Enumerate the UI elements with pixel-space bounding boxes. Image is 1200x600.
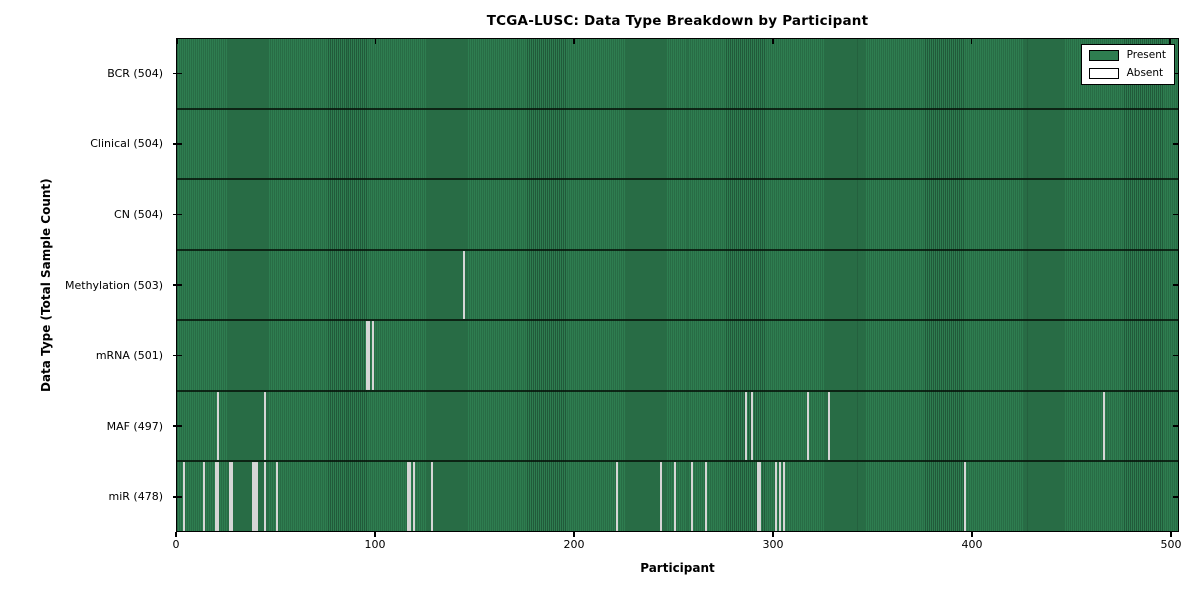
ytick-label-Clinical: Clinical (504) — [90, 137, 163, 151]
absent-stripe — [778, 462, 781, 532]
absent-stripe — [413, 462, 416, 532]
row-mRNA — [173, 319, 1178, 390]
xtick-mark-400 — [971, 532, 973, 537]
absent-stripe — [806, 391, 809, 461]
legend-entry-absent: Absent — [1088, 67, 1166, 79]
absent-stripe — [365, 321, 368, 390]
xtick-mark-100 — [374, 532, 376, 537]
xtick-mark-0 — [175, 532, 177, 537]
xtick-label-100: 100 — [364, 538, 386, 551]
absent-stripe — [774, 462, 777, 532]
top-tick-400 — [970, 39, 973, 44]
absent-stripe — [1102, 391, 1105, 461]
absent-stripe — [367, 321, 370, 390]
ytick-label-MAF: MAF (497) — [106, 419, 163, 433]
plot-area: Present Absent — [173, 38, 1179, 532]
top-tick-0 — [176, 39, 178, 44]
xtick-mark-500 — [1170, 532, 1172, 537]
legend-present-label: Present — [1126, 49, 1166, 61]
legend-absent-swatch — [1088, 68, 1119, 79]
absent-stripe — [276, 462, 279, 532]
chart-title: TCGA-LUSC: Data Type Breakdown by Partic… — [486, 13, 869, 29]
absent-stripe — [750, 391, 753, 461]
top-tick-200 — [573, 39, 575, 44]
top-tick-300 — [772, 39, 774, 44]
legend-absent-label: Absent — [1126, 67, 1164, 79]
row-MAF — [173, 389, 1178, 461]
row-Clinical — [173, 107, 1178, 179]
absent-stripe — [182, 462, 185, 532]
absent-stripe — [371, 321, 374, 390]
xtick-mark-300 — [772, 532, 774, 537]
xtick-label-500: 500 — [1160, 538, 1182, 551]
absent-stripe — [673, 462, 676, 532]
top-tick-100 — [374, 39, 377, 44]
xtick-label-400: 400 — [961, 538, 983, 551]
absent-stripe — [252, 462, 255, 532]
absent-stripe — [691, 462, 694, 532]
absent-stripe — [264, 462, 267, 532]
x-axis-ticks: 0 100 200 300 400 500 — [173, 532, 1182, 560]
absent-stripe — [407, 462, 410, 532]
absent-stripe — [745, 391, 748, 461]
xtick-label-200: 200 — [563, 538, 585, 551]
absent-stripe — [705, 462, 708, 532]
absent-stripe — [256, 462, 259, 532]
absent-stripe — [228, 462, 231, 532]
xtick-mark-200 — [573, 532, 575, 537]
row-CN — [173, 178, 1178, 249]
row-miR — [173, 460, 1178, 532]
ytick-label-BCR: BCR (504) — [107, 66, 163, 80]
legend-present-swatch — [1088, 50, 1119, 61]
y-tick-labels: BCR (504) Clinical (504) CN (504) Methylati… — [0, 38, 170, 532]
row-Methylation — [173, 248, 1178, 320]
legend: Present Absent — [1080, 44, 1175, 85]
absent-stripe — [409, 462, 412, 532]
ytick-label-mRNA: mRNA (501) — [95, 349, 163, 363]
xtick-label-300: 300 — [762, 538, 784, 551]
ytick-label-Methylation: Methylation (503) — [65, 278, 163, 292]
absent-stripe — [214, 462, 217, 532]
heatmap-rows — [173, 39, 1178, 532]
absent-stripe — [828, 391, 831, 461]
absent-stripe — [431, 462, 434, 532]
absent-stripe — [463, 250, 465, 320]
ytick-label-miR: miR (478) — [108, 490, 164, 504]
absent-stripe — [216, 391, 219, 461]
top-tick-500 — [1169, 39, 1171, 44]
absent-stripe — [615, 462, 618, 532]
ytick-label-CN: CN (504) — [114, 207, 163, 221]
absent-stripe — [758, 462, 761, 532]
absent-stripe — [963, 462, 966, 532]
absent-stripe — [216, 462, 219, 532]
row-BCR — [173, 39, 1178, 108]
x-axis-label: Participant — [640, 561, 715, 575]
absent-stripe — [254, 462, 257, 532]
absent-stripe — [659, 462, 662, 532]
absent-stripe — [230, 462, 233, 532]
legend-entry-present: Present — [1088, 49, 1166, 61]
absent-stripe — [202, 462, 205, 532]
absent-stripe — [264, 391, 267, 461]
absent-stripe — [782, 462, 785, 532]
xtick-label-0: 0 — [172, 538, 180, 551]
absent-stripe — [756, 462, 759, 532]
